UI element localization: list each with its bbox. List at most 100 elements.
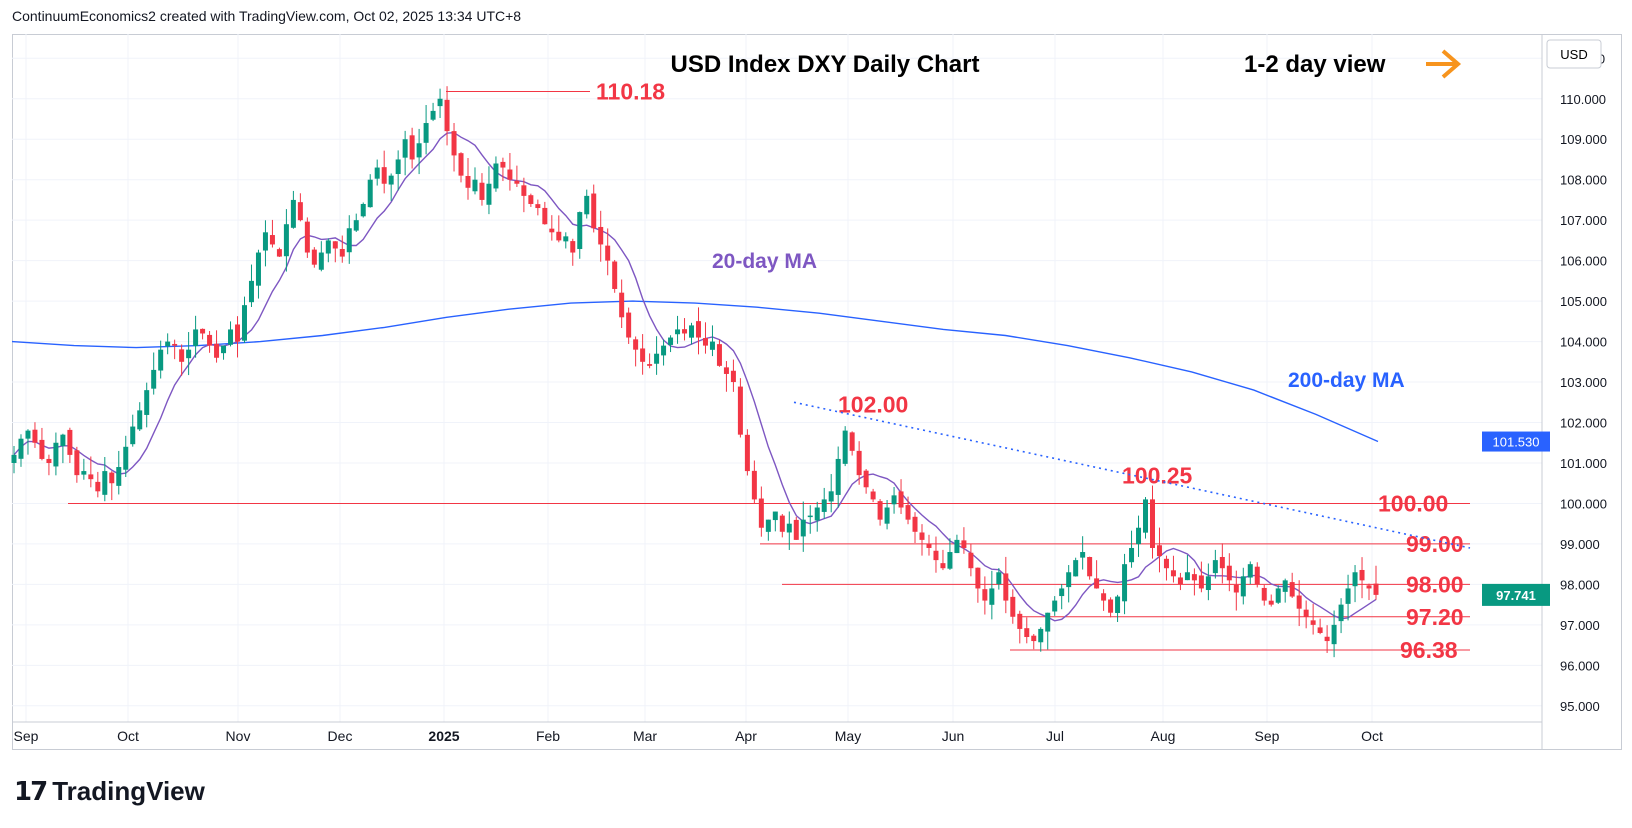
x-axis: Sep Oct Nov Dec 2025 Feb Mar Apr May Jun Jul Aug Sep… — [12, 721, 1542, 744]
x-tick-label: Jun — [942, 728, 965, 744]
candle-body — [1310, 620, 1316, 625]
y-axis: 111.000110.000109.000108.000107.000106.0… — [1482, 34, 1607, 750]
candle-body — [891, 495, 897, 505]
candle-body — [1366, 585, 1372, 589]
y-tick-label: 108.000 — [1560, 173, 1607, 188]
candle-body — [200, 328, 206, 334]
candle-body — [577, 212, 583, 249]
candle-body — [360, 203, 366, 217]
candle-body — [402, 139, 408, 158]
tradingview-logo[interactable]: 17 TradingView — [14, 776, 205, 807]
candle-body — [269, 235, 275, 245]
ma200-price-text: 101.530 — [1493, 435, 1540, 450]
candle-body — [409, 135, 415, 160]
candle-body — [1010, 596, 1016, 617]
candle-body — [982, 589, 988, 601]
candle-body — [535, 204, 541, 209]
candle-body — [276, 249, 282, 257]
y-tick-label: 106.000 — [1560, 254, 1607, 269]
x-tick-label: May — [835, 728, 861, 744]
logo-mark-icon: 17 — [14, 776, 48, 807]
x-tick-label: Apr — [735, 728, 757, 744]
candle-body — [367, 179, 373, 208]
y-tick-label: 102.000 — [1560, 416, 1607, 431]
candle-body — [661, 345, 667, 356]
candle-body — [53, 442, 59, 467]
candle-body — [856, 450, 862, 476]
candle-body — [1373, 583, 1379, 595]
candle-body — [116, 467, 122, 486]
candle-body — [88, 474, 94, 480]
candle-body — [318, 252, 324, 270]
candle-body — [612, 261, 618, 289]
candle-body — [325, 240, 331, 254]
x-tick-label: 2025 — [428, 728, 459, 744]
candle-body — [584, 195, 590, 215]
candle-body — [1345, 588, 1351, 604]
candle-body — [479, 182, 485, 200]
candle-body — [1017, 613, 1023, 629]
candle-body — [1198, 575, 1204, 589]
candle-body — [1163, 558, 1169, 569]
candle-body — [311, 249, 317, 265]
candle-body — [1080, 552, 1086, 558]
logo-text: TradingView — [52, 776, 205, 806]
candle-body — [74, 450, 80, 476]
candle-body — [668, 337, 674, 345]
candle-body — [151, 369, 157, 389]
ma200-label: 200-day MA — [1288, 369, 1405, 392]
candle-body — [395, 159, 401, 175]
candle-body — [1324, 636, 1330, 642]
candle-body — [228, 329, 234, 345]
candle-body — [1289, 582, 1295, 597]
y-tick-label: 95.000 — [1560, 699, 1600, 714]
candle-body — [702, 338, 708, 346]
candle-body — [619, 292, 625, 318]
candle-body — [1261, 587, 1267, 601]
y-tick-label: 96.000 — [1560, 658, 1600, 673]
ma20-layer — [13, 131, 1377, 622]
candle-body — [1268, 600, 1274, 605]
x-tick-label: Dec — [328, 728, 353, 744]
candle-body — [1094, 578, 1100, 589]
candle-body — [25, 430, 31, 439]
currency-badge[interactable]: USD — [1546, 39, 1602, 69]
candle-body — [1282, 580, 1288, 592]
candle-body — [1191, 574, 1197, 581]
candle-body — [374, 167, 380, 179]
candle-body — [1066, 572, 1072, 588]
candle-body — [451, 131, 457, 156]
candle-body — [1073, 560, 1079, 577]
candle-body — [1108, 599, 1114, 613]
candle-body — [695, 321, 701, 338]
candle-body — [32, 429, 38, 443]
candle-body — [1087, 557, 1093, 577]
view-label: 1-2 day view — [1244, 51, 1386, 78]
last-price-text: 97.741 — [1496, 588, 1536, 603]
candle-body — [500, 161, 506, 168]
candle-body — [682, 329, 688, 334]
candle-body — [102, 471, 108, 495]
candle-body — [1101, 593, 1107, 601]
candle-body — [898, 491, 904, 508]
candle-body — [1129, 547, 1135, 563]
candle-body — [241, 305, 247, 341]
candle-body — [1212, 560, 1218, 574]
y-tick-label: 101.000 — [1560, 456, 1607, 471]
y-tick-label: 99.000 — [1560, 537, 1600, 552]
candle-body — [926, 543, 932, 548]
candle-body — [172, 343, 178, 346]
candle-body — [1156, 545, 1162, 557]
candle-body — [1219, 556, 1225, 569]
candle-body — [989, 588, 995, 605]
candles — [11, 86, 1379, 658]
candle-body — [961, 540, 967, 548]
candle-body — [465, 175, 471, 188]
y-tick-label: 103.000 — [1560, 375, 1607, 390]
candle-body — [486, 183, 492, 205]
candle-body — [1003, 573, 1009, 601]
candle-body — [130, 426, 136, 445]
candle-body — [1317, 627, 1323, 633]
candle-body — [919, 532, 925, 540]
